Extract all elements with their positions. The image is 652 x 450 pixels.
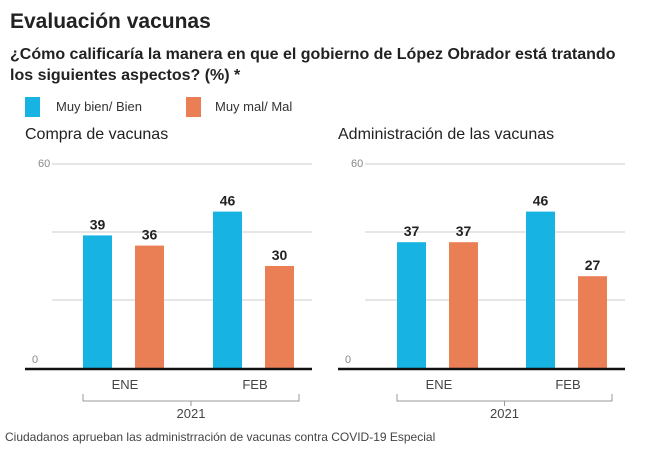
bar [213, 211, 242, 368]
chart-title-administracion: Administración de las vacunas [338, 126, 555, 143]
data-label: 39 [90, 216, 106, 232]
year-label: 2021 [490, 406, 519, 421]
bar [83, 235, 112, 368]
x-tick-label: FEB [242, 377, 267, 392]
year-bracket [82, 394, 300, 406]
data-label: 36 [142, 227, 158, 243]
data-label: 46 [533, 193, 549, 209]
year-label: 2021 [177, 406, 206, 421]
caption: Ciudadanos aprueban las administrración … [5, 430, 436, 444]
chart-title-compra: Compra de vacunas [25, 126, 169, 143]
legend-swatch-mal [186, 97, 201, 117]
page-title: Evaluación vacunas [10, 10, 211, 33]
data-label: 30 [272, 247, 288, 263]
bar [526, 211, 555, 368]
data-label: 27 [585, 257, 601, 273]
question-subtitle: ¿Cómo calificaría la manera en que el go… [10, 46, 616, 84]
bar [578, 276, 607, 368]
y-tick-label: 60 [38, 158, 50, 170]
legend-swatch-bien [25, 97, 40, 117]
data-label: 37 [404, 223, 420, 239]
data-label: 46 [220, 193, 236, 209]
y-tick-label: 0 [345, 354, 351, 366]
x-tick-label: ENE [112, 377, 139, 392]
y-tick-label: 0 [32, 354, 38, 366]
bar [397, 242, 426, 368]
bar [135, 245, 164, 368]
x-tick-label: ENE [426, 377, 453, 392]
bar [449, 242, 478, 368]
data-label: 37 [456, 223, 472, 239]
legend-label-mal: Muy mal/ Mal [215, 99, 293, 114]
x-tick-label: FEB [555, 377, 580, 392]
year-bracket [396, 394, 613, 406]
legend-label-bien: Muy bien/ Bien [56, 99, 142, 114]
y-tick-label: 60 [351, 158, 363, 170]
bar [265, 266, 294, 368]
